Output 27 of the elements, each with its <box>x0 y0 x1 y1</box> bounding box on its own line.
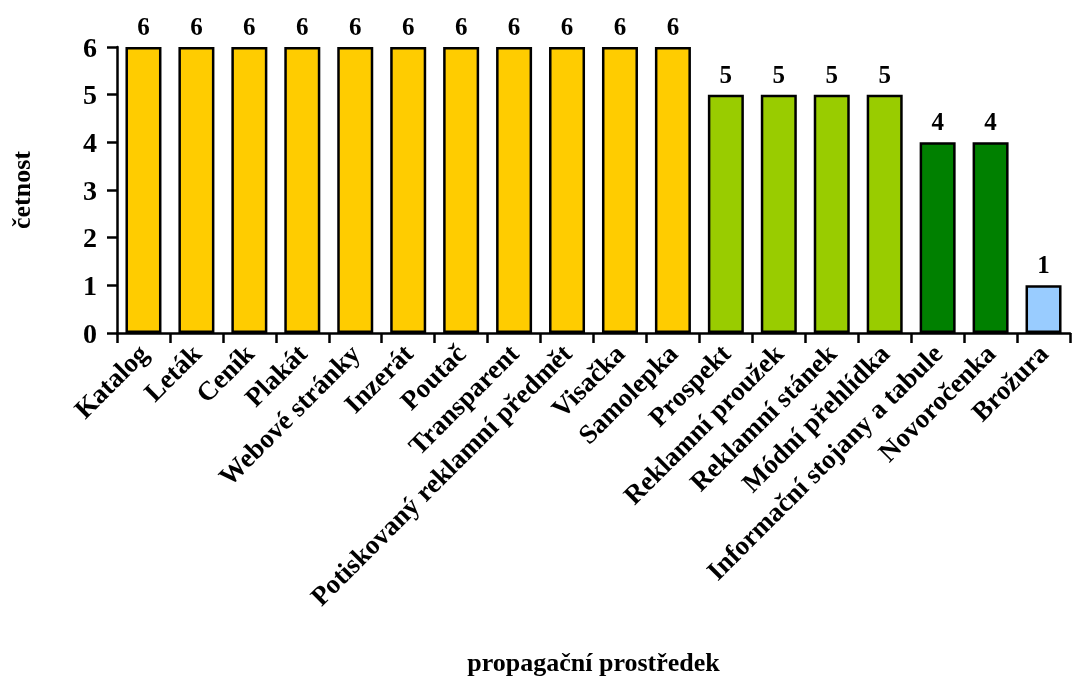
data-label: 6 <box>349 13 362 40</box>
x-axis-title: propagační prostředek <box>467 647 721 677</box>
y-tick-label: 3 <box>83 174 97 206</box>
data-label: 1 <box>1037 251 1050 279</box>
data-label: 6 <box>243 13 256 40</box>
data-label: 6 <box>401 13 415 40</box>
data-label: 5 <box>772 60 786 88</box>
data-label: 6 <box>454 13 468 40</box>
y-tick-label: 4 <box>83 126 97 158</box>
y-tick-label: 6 <box>83 31 97 63</box>
y-axis-title: četnost <box>6 150 36 229</box>
data-label: 4 <box>931 108 945 136</box>
data-label: 6 <box>560 13 574 40</box>
data-label: 6 <box>296 13 309 40</box>
data-label: 5 <box>719 60 733 88</box>
y-tick-label: 2 <box>83 222 97 254</box>
data-label: 4 <box>984 108 998 136</box>
data-label: 6 <box>613 13 627 40</box>
y-tick-label: 0 <box>83 317 97 349</box>
data-label: 5 <box>878 60 891 88</box>
data-label: 6 <box>666 13 680 40</box>
data-label: 6 <box>507 13 521 40</box>
data-label: 6 <box>190 13 203 40</box>
data-label: 5 <box>825 60 838 88</box>
y-tick-label: 1 <box>83 269 97 301</box>
y-tick-label: 5 <box>83 79 97 111</box>
data-label: 6 <box>137 13 150 40</box>
